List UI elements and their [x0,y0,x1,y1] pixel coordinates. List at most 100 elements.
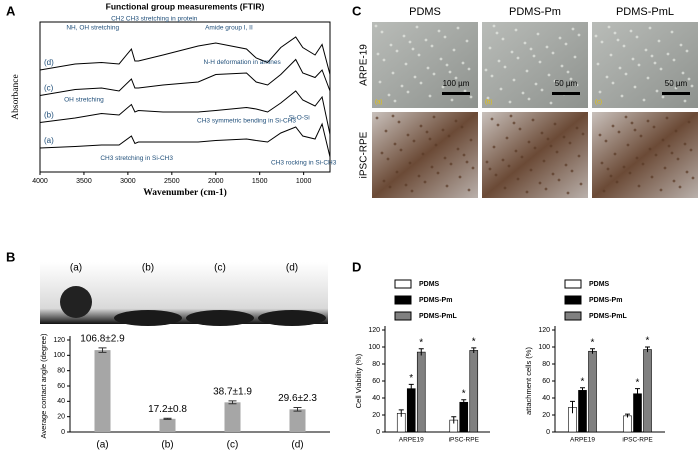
spectrum-line [39,90,331,135]
cell-texture [600,40,604,44]
cell-texture [520,155,524,159]
cell-texture [495,31,499,35]
cell-texture [415,25,419,29]
cell-texture [376,52,380,56]
cell-texture [510,50,514,54]
cell-texture [544,187,548,191]
x-tick-label: (c) [227,440,239,451]
cell-texture [633,128,637,132]
cell-texture [549,101,553,105]
micrograph [482,22,588,108]
cell-texture [463,89,467,93]
droplet [114,310,182,326]
cell-texture [494,173,498,177]
legend-label: PDMS [419,281,440,288]
panel-letter: A [6,3,16,18]
legend-label: PDMS [589,281,610,288]
micrograph [592,22,698,108]
cell-texture [531,118,535,122]
cell-texture [566,70,570,74]
cell-texture [430,44,434,48]
cell-texture [615,180,619,184]
cell-texture [499,87,503,91]
cell-texture [450,98,454,102]
error-bar [408,383,414,393]
error-bar [461,399,467,405]
cell-texture [423,180,427,184]
cell-texture [624,72,628,76]
cell-texture [452,48,456,52]
cell-texture [400,84,404,88]
cell-texture [570,169,574,173]
cell-texture [443,35,447,39]
cell-texture [545,45,549,49]
cell-texture [553,122,557,126]
cell-texture [655,89,659,93]
cell-texture [454,76,458,80]
x-tick-label: 1000 [296,178,312,185]
cell-texture [443,156,447,160]
annotation: CH3 stretching in Si-CH3 [100,155,173,162]
cell-texture [635,156,639,160]
cell-texture [653,61,657,65]
droplet [60,286,92,318]
error-bar [398,409,404,417]
significance-mark: * [581,376,585,387]
cell-texture [689,148,693,152]
y-tick-label: 100 [538,344,550,351]
cell-texture [616,38,620,42]
micrograph-tag: (c) [595,100,602,106]
bar [623,415,632,433]
x-tick-label: (d) [291,440,303,451]
cell-texture [657,39,661,43]
cell-texture [560,64,564,68]
annotation: Amide group I, II [205,25,253,32]
cell-texture [566,191,570,195]
cell-texture [674,129,678,133]
cell-texture [670,151,674,155]
y-tick-label: 100 [368,344,380,351]
micrograph-tag: (b) [485,100,492,106]
cell-texture [629,29,633,33]
cell-texture [505,136,509,140]
x-tick-label: iPSC-RPE [622,437,653,444]
cell-texture [631,57,635,61]
error-bar [163,417,172,420]
cell-texture [393,99,397,103]
cell-texture [690,84,694,88]
spectrum-line [39,58,331,96]
cell-texture [448,70,452,74]
micrograph-tag: (a) [375,100,382,106]
cell-texture [507,164,511,168]
cell-texture [525,190,529,194]
cell-texture [633,85,637,89]
cell-texture [490,74,494,78]
cell-texture [551,172,555,176]
cell-texture [540,131,544,135]
error-bar [635,388,640,399]
cell-texture [622,165,626,169]
cell-texture [419,124,423,128]
cell-texture [411,47,415,51]
cell-texture [617,130,621,134]
cell-texture [562,135,566,139]
annotation: CH2 CH3 stretching in protein [111,16,198,23]
cell-texture [378,80,382,84]
x-tick-label: 2500 [164,178,180,185]
cell-texture [600,161,604,165]
cell-texture [678,185,682,189]
cell-texture [393,142,397,146]
cell-texture [386,157,390,161]
bar [224,402,241,432]
spectrum-line [39,36,331,75]
cell-texture [395,49,399,53]
cell-texture [581,132,585,136]
cell-texture [436,171,440,175]
cell-texture [447,134,451,138]
cell-texture [663,166,667,170]
legend-swatch [394,311,412,321]
cell-texture [536,32,540,36]
x-tick-label: (a) [96,440,108,451]
significance-mark: * [646,336,650,347]
